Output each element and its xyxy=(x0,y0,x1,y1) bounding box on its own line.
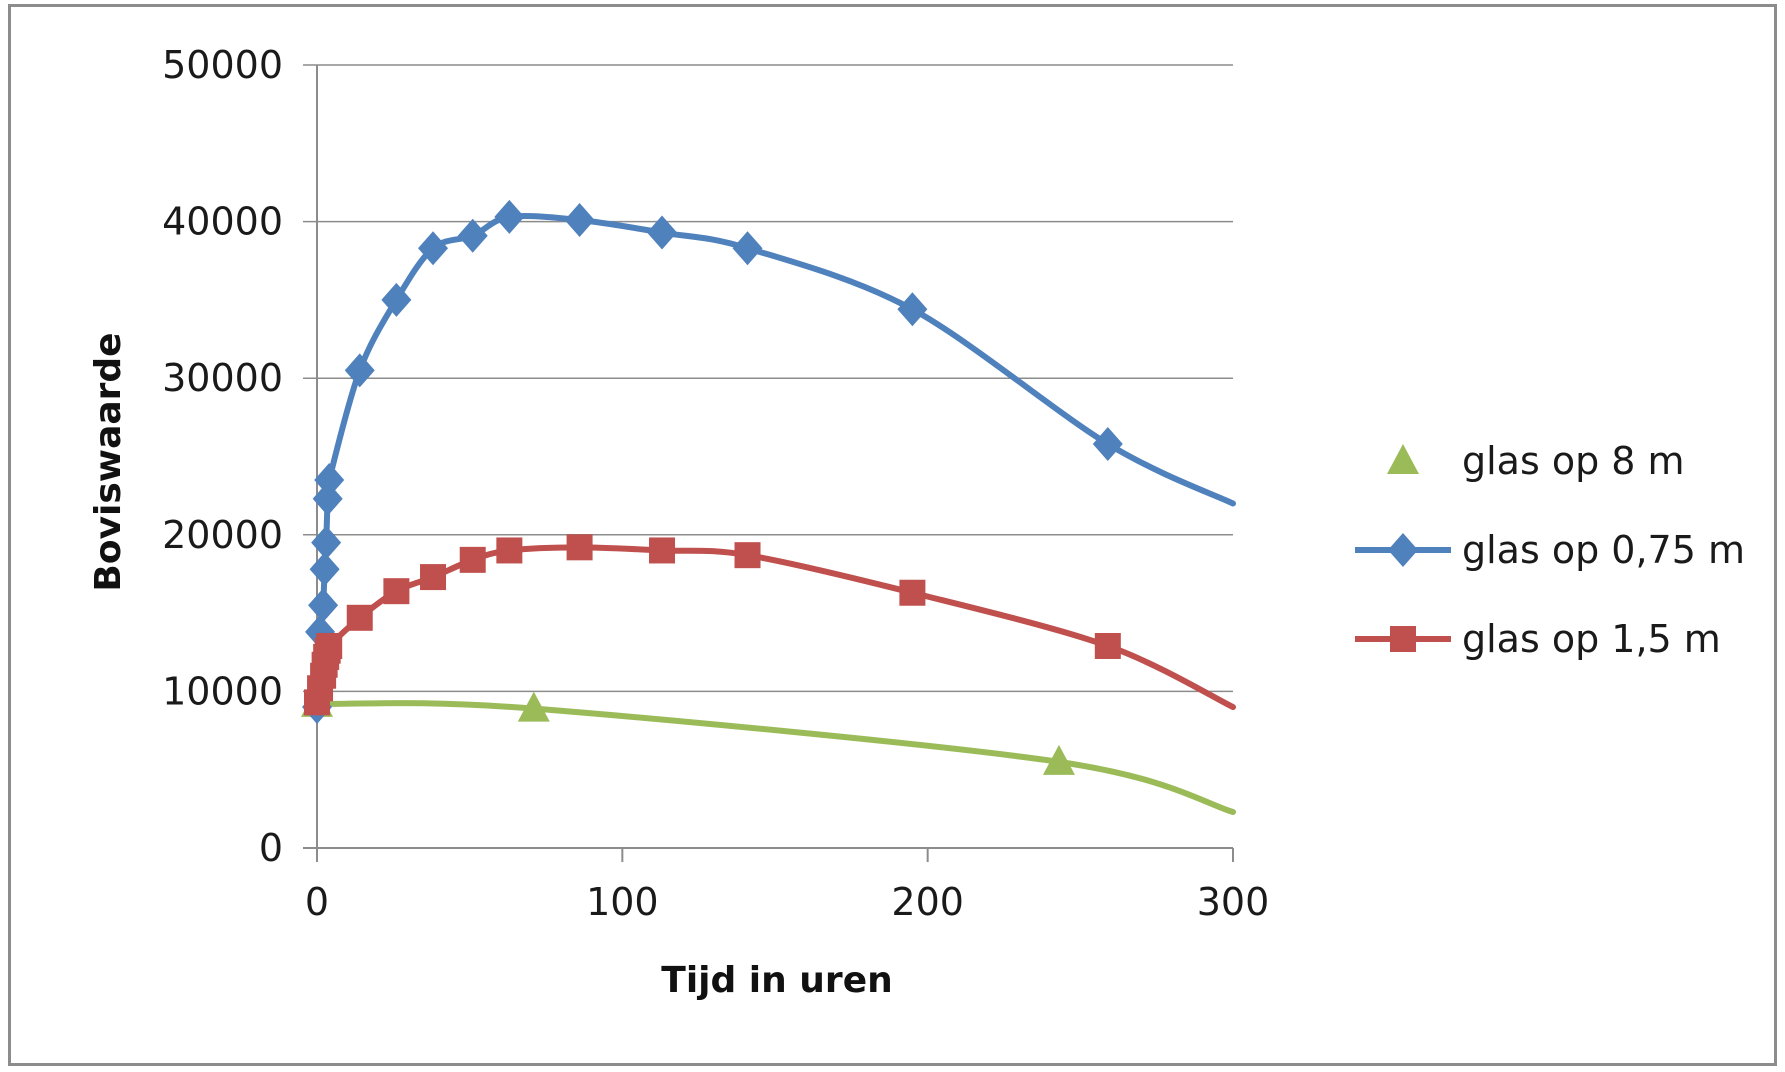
y-tick-label-40000: 40000 xyxy=(162,200,283,244)
data-point xyxy=(457,218,488,253)
data-point xyxy=(1092,426,1123,461)
chart-frame: 0 10000 20000 30000 40000 50000 0 100 200 300 Tij… xyxy=(8,4,1777,1066)
y-tick-label-10000: 10000 xyxy=(162,669,283,713)
y-tick-label-30000: 30000 xyxy=(162,356,283,400)
x-axis-title: Tijd in uren xyxy=(661,960,892,1001)
data-point xyxy=(309,552,340,587)
x-tick-label-300: 300 xyxy=(1197,880,1270,924)
axes xyxy=(303,65,1234,862)
tick-labels: 0 10000 20000 30000 40000 50000 0 100 200 300 xyxy=(162,43,1269,924)
legend-label: glas op 8 m xyxy=(1462,439,1685,483)
data-point xyxy=(899,579,926,606)
data-point xyxy=(496,537,523,564)
legend: glas op 8 m glas op 0,75 m glas op 1,5 m xyxy=(1355,439,1745,661)
series-1 xyxy=(301,686,1236,815)
y-tick-label-0: 0 xyxy=(259,826,283,870)
data-point xyxy=(314,462,345,497)
data-point xyxy=(566,534,593,561)
data-point xyxy=(1094,632,1121,659)
data-point xyxy=(381,282,412,317)
x-tick-label-0: 0 xyxy=(305,880,329,924)
y-tick-label-50000: 50000 xyxy=(162,43,283,87)
legend-marker xyxy=(1388,533,1418,567)
data-point xyxy=(1042,744,1075,775)
series-layer xyxy=(301,199,1236,815)
legend-item-3: glas op 1,5 m xyxy=(1355,617,1721,661)
y-axis-title: Boviswaarde xyxy=(88,332,129,591)
data-point xyxy=(316,632,343,659)
legend-item-2: glas op 0,75 m xyxy=(1355,528,1745,572)
series-line xyxy=(314,544,1236,711)
data-point xyxy=(897,292,928,327)
data-point xyxy=(647,215,678,250)
data-point xyxy=(732,231,763,266)
legend-label: glas op 1,5 m xyxy=(1462,617,1721,661)
legend-marker xyxy=(1387,444,1419,474)
data-point xyxy=(344,353,375,388)
series-line xyxy=(314,700,1236,815)
series-3 xyxy=(304,534,1236,716)
y-tick-label-20000: 20000 xyxy=(162,513,283,557)
line-chart: 0 10000 20000 30000 40000 50000 0 100 200 300 Tij… xyxy=(88,43,1745,1001)
data-point xyxy=(312,481,343,516)
data-point xyxy=(346,604,373,631)
x-tick-label-100: 100 xyxy=(586,880,659,924)
series-2 xyxy=(302,199,1236,725)
x-tick-label-200: 200 xyxy=(891,880,964,924)
legend-marker xyxy=(1390,626,1416,652)
data-point xyxy=(649,537,676,564)
data-point xyxy=(517,691,550,722)
data-point xyxy=(420,564,447,591)
data-point xyxy=(311,525,342,560)
data-point xyxy=(459,546,486,573)
data-point xyxy=(383,578,410,605)
data-point xyxy=(734,542,761,569)
data-point xyxy=(494,199,525,234)
legend-item-1: glas op 8 m xyxy=(1387,439,1685,483)
data-point xyxy=(308,588,339,623)
data-point xyxy=(564,203,595,238)
data-point xyxy=(418,231,449,266)
legend-label: glas op 0,75 m xyxy=(1462,528,1745,572)
